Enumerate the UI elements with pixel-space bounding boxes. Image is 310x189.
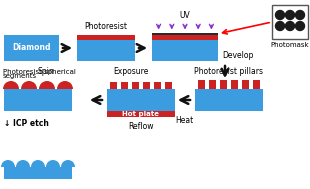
Text: ↓ ICP etch: ↓ ICP etch	[4, 119, 49, 128]
Text: Photoresist: Photoresist	[85, 22, 127, 31]
Text: Reflow: Reflow	[128, 122, 154, 131]
Bar	[242, 80, 249, 89]
Text: Photoresist spherical: Photoresist spherical	[3, 69, 76, 75]
Wedge shape	[46, 160, 60, 167]
Bar	[4, 167, 72, 179]
Bar	[152, 33, 218, 35]
Bar	[107, 111, 175, 117]
Bar	[152, 35, 218, 40]
Text: Heat: Heat	[175, 116, 193, 125]
Bar	[4, 89, 72, 111]
Bar	[77, 35, 135, 40]
Wedge shape	[57, 81, 73, 89]
Text: UV: UV	[179, 11, 190, 19]
Wedge shape	[39, 81, 55, 89]
Text: segments: segments	[3, 73, 37, 79]
Wedge shape	[16, 160, 30, 167]
Text: Develop: Develop	[222, 51, 253, 60]
Circle shape	[295, 11, 304, 19]
Circle shape	[295, 22, 304, 30]
Wedge shape	[61, 160, 75, 167]
Bar	[165, 82, 172, 89]
Bar	[110, 82, 117, 89]
Bar	[152, 35, 218, 61]
Text: Diamond: Diamond	[12, 43, 51, 53]
Circle shape	[286, 22, 294, 30]
Circle shape	[276, 11, 285, 19]
Wedge shape	[21, 81, 37, 89]
Bar	[143, 82, 150, 89]
Wedge shape	[3, 81, 19, 89]
Bar	[198, 80, 205, 89]
Bar	[231, 80, 238, 89]
Text: Spin: Spin	[37, 67, 54, 76]
Bar	[220, 80, 227, 89]
Circle shape	[286, 11, 294, 19]
Bar	[107, 89, 175, 111]
Bar	[132, 82, 139, 89]
Wedge shape	[31, 160, 45, 167]
Bar	[4, 35, 59, 61]
Bar	[195, 89, 263, 111]
Text: Photoresist pillars: Photoresist pillars	[194, 67, 264, 76]
Bar	[272, 5, 308, 39]
Text: Photomask: Photomask	[271, 42, 309, 48]
Bar	[154, 82, 161, 89]
Bar	[209, 80, 216, 89]
Text: Exposure: Exposure	[113, 67, 149, 76]
Text: Hot plate: Hot plate	[122, 111, 160, 117]
Wedge shape	[1, 160, 15, 167]
Circle shape	[276, 22, 285, 30]
Bar	[77, 35, 135, 61]
Bar	[253, 80, 260, 89]
Bar	[121, 82, 128, 89]
